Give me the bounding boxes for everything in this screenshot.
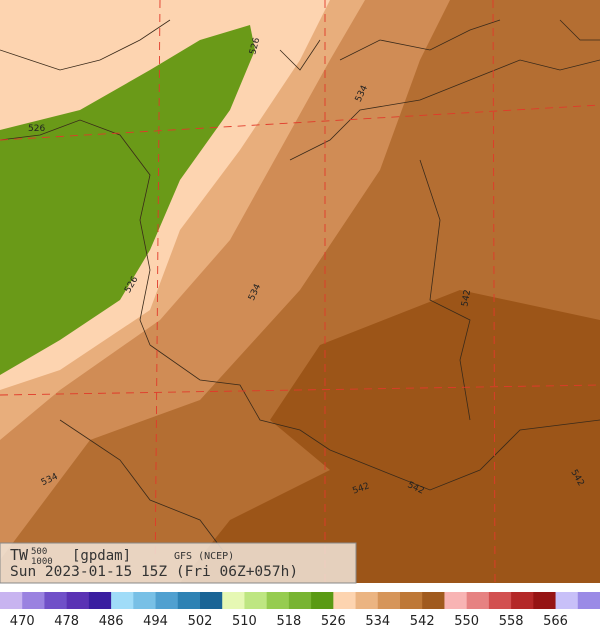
legend-swatch xyxy=(311,592,334,609)
legend-label: 550 xyxy=(454,614,479,629)
legend-swatch xyxy=(422,592,445,609)
legend-swatch xyxy=(466,592,490,609)
map: 526 526 526 534 534 534 542 542 542 542 xyxy=(0,0,600,584)
legend-swatch xyxy=(400,592,423,609)
legend-label: 510 xyxy=(232,614,257,629)
contour-label: 526 xyxy=(28,124,45,134)
legend-swatch xyxy=(44,592,68,609)
legend-swatch xyxy=(555,592,579,609)
legend-swatch xyxy=(222,592,245,609)
legend-swatch xyxy=(22,592,45,609)
legend-swatch xyxy=(88,592,112,609)
legend-swatch xyxy=(577,592,600,609)
legend-label: 526 xyxy=(321,614,346,629)
legend-label: 470 xyxy=(10,614,35,629)
legend-swatch xyxy=(155,592,179,609)
legend-label: 518 xyxy=(276,614,301,629)
legend-swatch xyxy=(133,592,157,609)
color-legend: 470 478 486 494 502 510 518 526 534 542 550 558 566 xyxy=(0,592,600,629)
info-background xyxy=(0,542,357,584)
valid-time: Sun 2023-01-15 15Z (Fri 06Z+057h) xyxy=(10,564,298,580)
upper-level: 500 xyxy=(31,547,47,557)
legend-label: 534 xyxy=(365,614,390,629)
lower-level: 1000 xyxy=(31,557,53,567)
legend-swatch xyxy=(244,592,268,609)
legend-swatch xyxy=(177,592,201,609)
legend-label: 542 xyxy=(410,614,435,629)
legend-swatch xyxy=(266,592,290,609)
legend-swatch xyxy=(444,592,468,609)
legend-label: 558 xyxy=(499,614,524,629)
legend-swatch xyxy=(333,592,357,609)
legend-label: 478 xyxy=(54,614,79,629)
legend-swatch xyxy=(288,592,312,609)
legend-swatch xyxy=(66,592,90,609)
model: GFS (NCEP) xyxy=(174,551,234,562)
legend-swatch xyxy=(355,592,379,609)
legend-label: 502 xyxy=(188,614,213,629)
legend-swatch xyxy=(377,592,401,609)
contour-label: 526 xyxy=(248,36,262,55)
legend-swatch xyxy=(111,592,134,609)
units: [gpdam] xyxy=(72,548,131,564)
band-522-526 xyxy=(0,25,255,375)
legend-swatch xyxy=(511,592,534,609)
legend-swatch xyxy=(533,592,557,609)
borders xyxy=(0,19,600,561)
contour-label: 542 xyxy=(460,289,473,308)
legend-label: 494 xyxy=(143,614,168,629)
legend-label: 486 xyxy=(99,614,124,629)
legend-swatch xyxy=(200,592,223,609)
legend-swatch xyxy=(0,592,23,609)
legend-swatch xyxy=(488,592,512,609)
legend-label: 566 xyxy=(543,614,568,629)
info-box: TW 500 1000 [gpdam] GFS (NCEP) Sun 2023-… xyxy=(0,542,357,584)
field-name: TW xyxy=(10,546,29,564)
